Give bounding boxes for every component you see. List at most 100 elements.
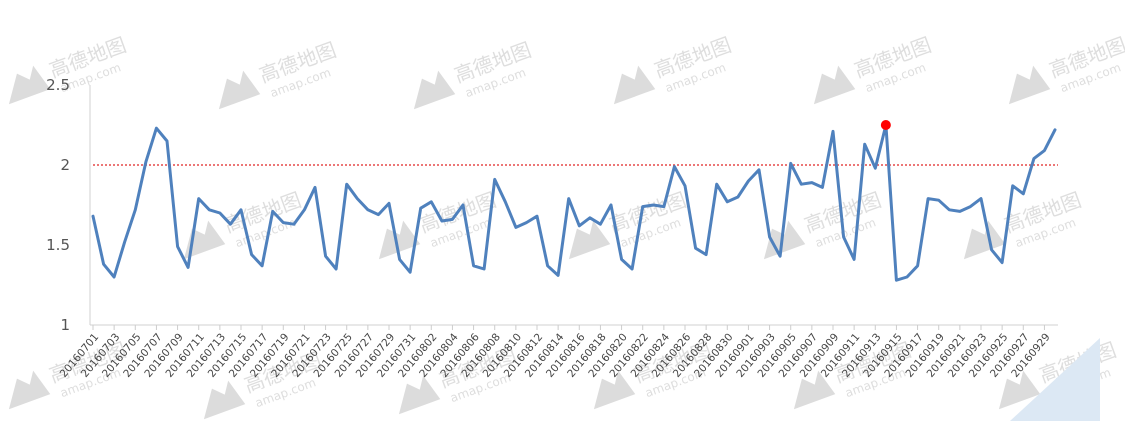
data-point — [557, 274, 560, 277]
data-point — [662, 205, 665, 208]
amap-logo-icon — [568, 220, 611, 260]
data-point — [588, 216, 591, 219]
data-point — [631, 268, 634, 271]
data-point — [958, 210, 961, 213]
amap-logo-icon — [593, 370, 636, 410]
data-point — [303, 208, 306, 211]
data-point — [134, 208, 137, 211]
data-point — [451, 218, 454, 221]
data-point — [694, 247, 697, 250]
data-point — [292, 223, 295, 226]
data-point — [1032, 157, 1035, 160]
y-tick-label: 2 — [60, 156, 70, 174]
data-point — [969, 205, 972, 208]
amap-logo-icon — [378, 220, 421, 260]
data-point — [176, 245, 179, 248]
data-point — [874, 167, 877, 170]
data-point — [990, 248, 993, 251]
data-point — [736, 196, 739, 199]
amap-logo-icon — [763, 220, 806, 260]
data-point — [684, 184, 687, 187]
data-point — [366, 208, 369, 211]
data-point — [1022, 192, 1025, 195]
data-point — [726, 200, 729, 203]
amap-logo-icon — [613, 65, 656, 105]
data-point — [377, 213, 380, 216]
data-point — [409, 271, 412, 274]
data-point — [271, 210, 274, 213]
data-point — [842, 236, 845, 239]
amap-logo-icon — [793, 370, 836, 410]
data-point — [641, 205, 644, 208]
data-point — [853, 258, 856, 261]
data-point — [155, 127, 158, 130]
data-point — [144, 160, 147, 163]
data-point — [123, 240, 126, 243]
amap-logo-icon — [998, 370, 1041, 410]
amap-logo-icon — [203, 380, 246, 420]
data-point — [610, 204, 613, 207]
amap-logo-icon — [1008, 65, 1051, 105]
data-point — [715, 183, 718, 186]
y-tick-label: 1.5 — [46, 236, 70, 254]
data-point — [514, 226, 517, 229]
series-line — [91, 123, 1057, 282]
data-point — [578, 224, 581, 227]
data-point — [483, 268, 486, 271]
data-point — [789, 162, 792, 165]
data-point — [388, 202, 391, 205]
amap-logo-icon — [813, 65, 856, 105]
amap-logo-icon — [218, 70, 261, 110]
data-point — [525, 221, 528, 224]
data-point — [536, 215, 539, 218]
data-point — [768, 236, 771, 239]
data-point — [567, 197, 570, 200]
data-point — [345, 183, 348, 186]
y-tick-label: 2.5 — [46, 76, 70, 94]
highlight-point — [880, 120, 891, 130]
data-point — [1001, 261, 1004, 264]
data-point — [92, 215, 95, 218]
data-point — [462, 204, 465, 207]
data-point — [166, 140, 169, 143]
data-point — [980, 197, 983, 200]
data-point — [546, 264, 549, 267]
data-point — [208, 208, 211, 211]
x-axis-ticks: 2016070120160703201607052016070720160709… — [58, 325, 1053, 380]
data-point — [356, 197, 359, 200]
data-point — [250, 253, 253, 256]
data-point — [832, 130, 835, 133]
data-points — [92, 124, 1057, 282]
data-point — [821, 186, 824, 189]
data-point — [197, 197, 200, 200]
data-point — [927, 197, 930, 200]
data-point — [282, 221, 285, 224]
data-point — [906, 276, 909, 279]
data-point — [1043, 149, 1046, 152]
data-point — [1011, 184, 1014, 187]
data-point — [758, 168, 761, 171]
data-point — [937, 199, 940, 202]
data-point — [810, 181, 813, 184]
amap-logo-icon — [413, 70, 456, 110]
corner-decoration — [1010, 338, 1100, 421]
y-axis-ticks: 1 1.5 2 2.5 — [46, 76, 70, 334]
data-point — [1054, 128, 1057, 131]
data-point — [493, 178, 496, 181]
data-point — [102, 263, 105, 266]
amap-logo-icon — [963, 220, 1006, 260]
data-point — [800, 183, 803, 186]
data-point — [187, 266, 190, 269]
data-point — [863, 143, 866, 146]
data-point — [419, 207, 422, 210]
data-point — [652, 204, 655, 207]
